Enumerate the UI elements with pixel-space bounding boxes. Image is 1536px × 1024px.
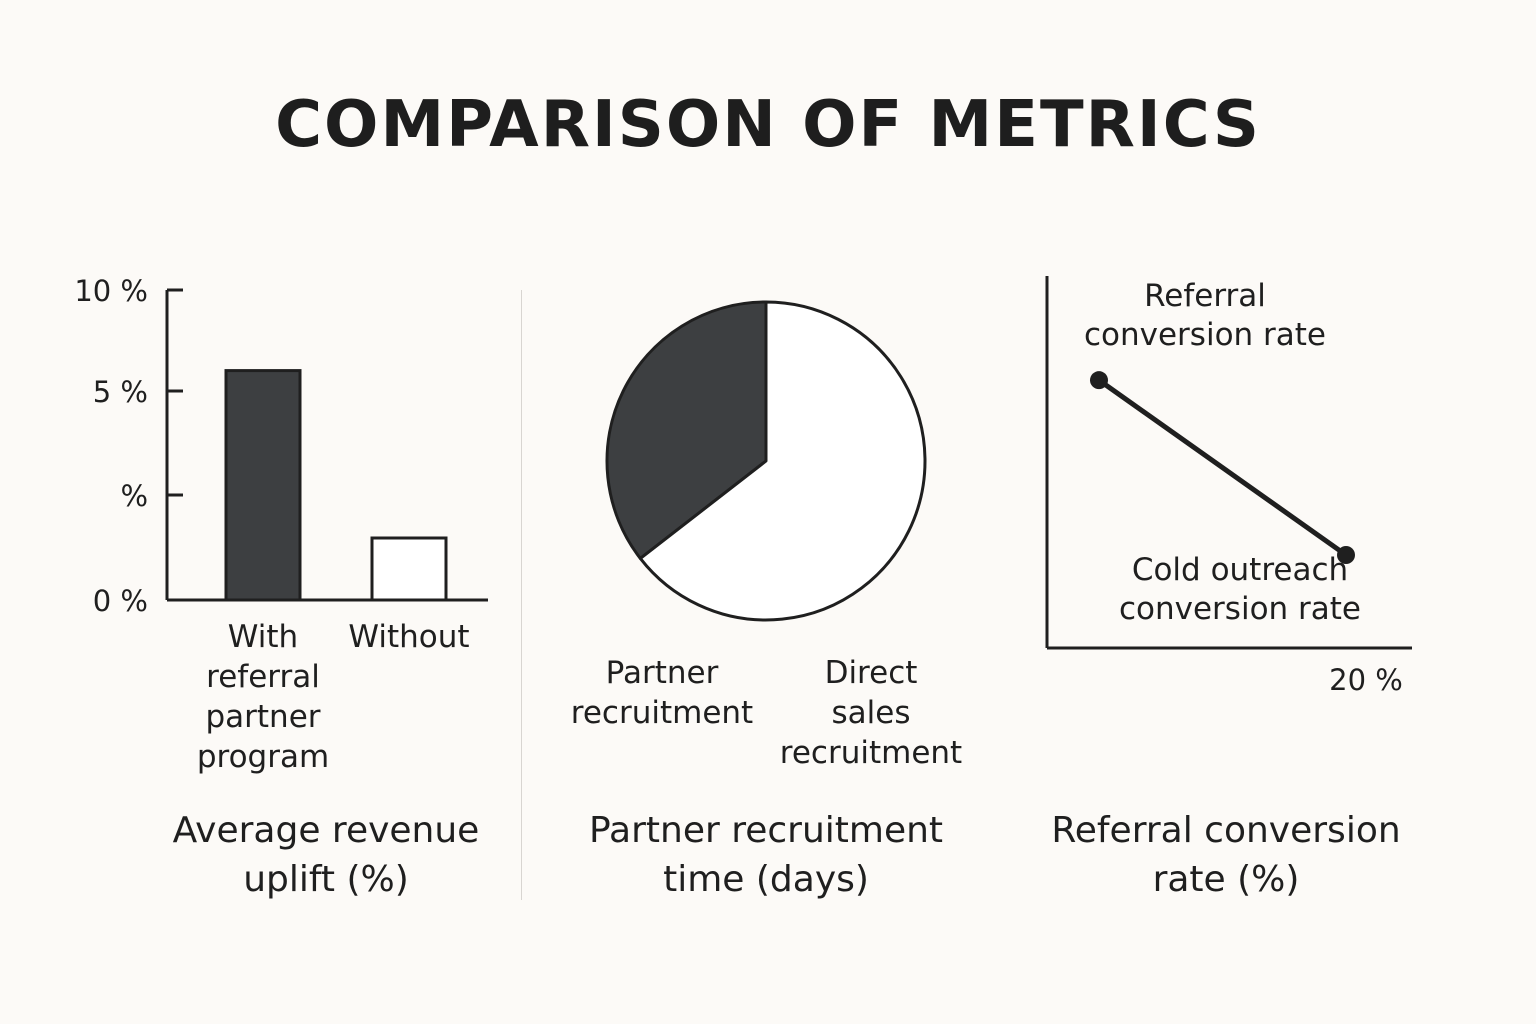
caption-line: rate (%) xyxy=(1152,859,1300,900)
point-label: Cold outreach xyxy=(1132,552,1348,588)
y-tick-label: % xyxy=(120,479,148,513)
slice-label: Direct xyxy=(825,655,918,691)
caption-line: uplift (%) xyxy=(243,859,409,900)
x-tick-label: 20 % xyxy=(1329,663,1403,697)
category-label: partner xyxy=(205,699,320,735)
page-title: COMPARISON OF METRICS xyxy=(275,88,1261,162)
y-tick-label: 10 % xyxy=(74,274,148,308)
caption-line: Average revenue xyxy=(172,810,480,851)
point-label: conversion rate xyxy=(1119,591,1361,627)
bar-1 xyxy=(370,536,448,602)
series-line xyxy=(1097,378,1348,558)
slice-label: sales xyxy=(832,695,911,731)
bar-0 xyxy=(224,369,302,602)
caption-line: Referral conversion xyxy=(1051,810,1401,851)
data-point-0 xyxy=(1090,371,1108,390)
category-label: Without xyxy=(348,619,469,655)
y-tick-label: 0 % xyxy=(93,584,148,618)
panel-divider xyxy=(521,290,522,900)
pie-slice-direct xyxy=(638,300,927,622)
slice-label: recruitment xyxy=(571,695,753,731)
pie-chart-caption: Partner recruitment time (days) xyxy=(548,806,984,904)
point-label: Referral xyxy=(1144,278,1266,314)
bar-chart-caption: Average revenue uplift (%) xyxy=(126,806,526,904)
category-label: program xyxy=(197,739,329,775)
caption-line: Partner recruitment xyxy=(588,810,944,851)
point-label: conversion rate xyxy=(1084,317,1326,353)
y-tick-label: 5 % xyxy=(93,375,148,409)
category-label: referral xyxy=(206,659,320,695)
slice-label: recruitment xyxy=(780,735,962,771)
caption-line: time (days) xyxy=(663,859,869,900)
category-label: With xyxy=(228,619,298,655)
slice-label: Partner xyxy=(606,655,719,691)
pie-slice-partner xyxy=(605,300,768,560)
data-point-1 xyxy=(1337,546,1355,564)
line-chart-caption: Referral conversion rate (%) xyxy=(1016,806,1436,904)
